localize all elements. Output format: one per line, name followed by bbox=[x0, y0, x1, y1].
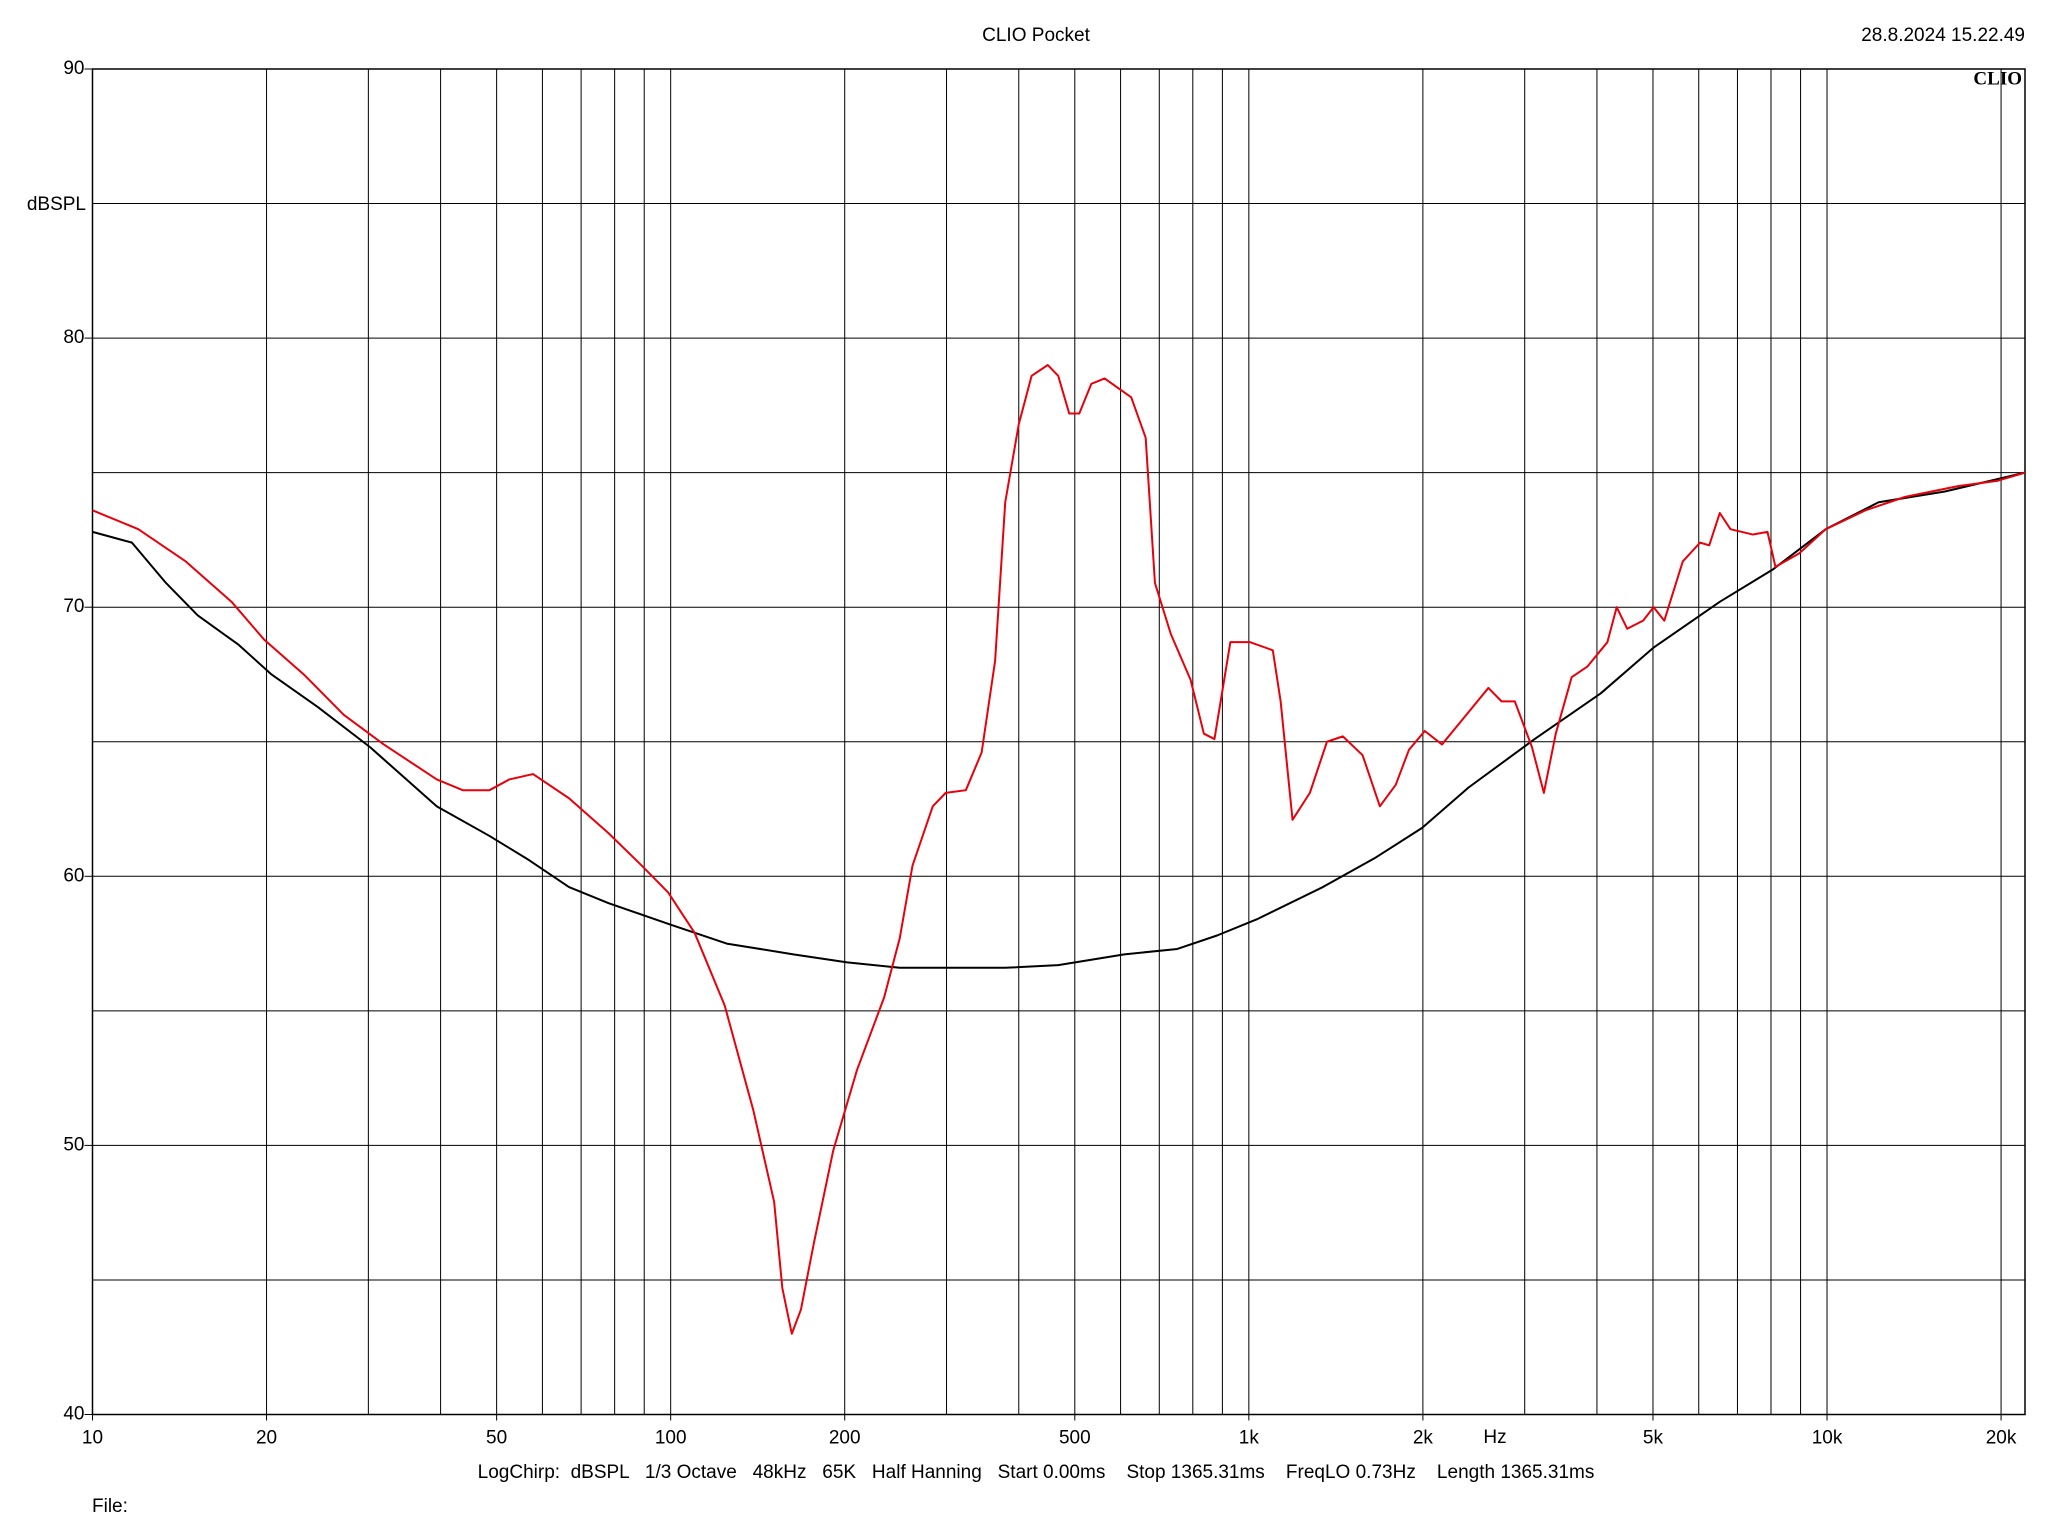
x-tick-label: 500 bbox=[1059, 1428, 1091, 1449]
plot-frame bbox=[91, 68, 2026, 1416]
x-tick-label: 10k bbox=[1812, 1428, 1843, 1449]
x-tick-label: 20 bbox=[256, 1428, 277, 1449]
settings-text: LogChirp: dBSPL 1/3 Octave 48kHz 65K Hal… bbox=[478, 1462, 1595, 1483]
y-tick-label: 80 bbox=[63, 327, 84, 348]
x-tick-label: 1k bbox=[1239, 1428, 1260, 1449]
series-line bbox=[92, 364, 2026, 1335]
y-tick-label: 50 bbox=[63, 1134, 84, 1155]
x-axis-label: Hz bbox=[1483, 1427, 1506, 1448]
x-tick-label: 200 bbox=[829, 1428, 861, 1449]
y-tick-label: 70 bbox=[63, 596, 84, 617]
y-axis-label: dBSPL bbox=[27, 194, 86, 215]
x-tick-label: 5k bbox=[1643, 1428, 1664, 1449]
y-tick-label: 40 bbox=[63, 1404, 84, 1425]
logo: CLIO bbox=[1973, 68, 2022, 89]
x-tick-label: 2k bbox=[1413, 1428, 1434, 1449]
x-tick-label: 100 bbox=[655, 1428, 687, 1449]
x-tick-label: 20k bbox=[1986, 1428, 2017, 1449]
chart-title: CLIO Pocket bbox=[982, 25, 1090, 46]
x-tick-label: 10 bbox=[82, 1428, 103, 1449]
x-tick-label: 50 bbox=[486, 1428, 507, 1449]
y-tick-label: 90 bbox=[63, 58, 84, 79]
series-line bbox=[92, 471, 2026, 969]
y-tick-label: 60 bbox=[63, 865, 84, 886]
timestamp: 28.8.2024 15.22.49 bbox=[1861, 25, 2025, 46]
file-label: File: bbox=[92, 1496, 128, 1517]
